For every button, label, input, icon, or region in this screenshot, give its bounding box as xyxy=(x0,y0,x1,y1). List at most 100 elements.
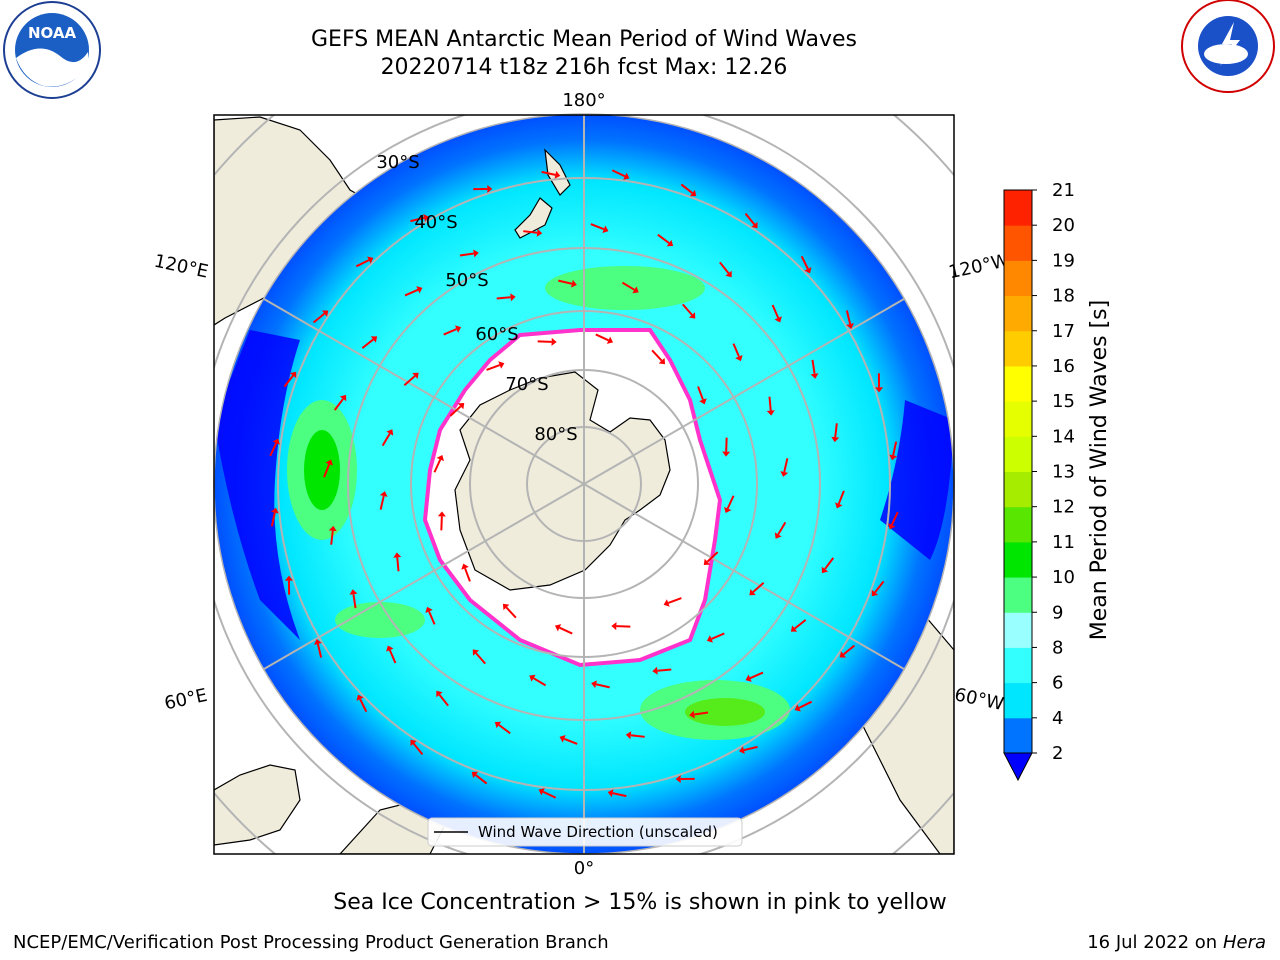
wave-direction-arrowhead xyxy=(889,454,898,461)
colorbar-tick-label: 17 xyxy=(1052,321,1075,342)
wave-direction-arrow xyxy=(744,212,756,226)
wave-direction-arrow xyxy=(396,557,400,572)
colorbar-tick-label: 8 xyxy=(1052,637,1063,658)
colorbar-tick-label: 21 xyxy=(1052,180,1075,201)
wave-direction-arrowhead xyxy=(487,184,493,193)
colorbar-segment xyxy=(1004,541,1032,578)
wave-direction-arrow xyxy=(449,405,462,417)
wave-direction-arrow xyxy=(464,567,471,582)
wave-direction-arrow xyxy=(537,340,552,343)
wave-direction-arrowhead xyxy=(724,506,732,514)
wave-direction-arrow xyxy=(811,359,816,374)
wave-direction-arrow xyxy=(892,441,898,456)
wave-direction-arrow xyxy=(630,734,645,738)
wave-direction-arrow xyxy=(657,668,672,672)
wave-direction-arrowhead xyxy=(538,788,545,796)
colorbar-segment xyxy=(1004,225,1032,261)
wave-direction-arrow xyxy=(352,594,357,609)
land-africa xyxy=(214,764,301,846)
wave-direction-arrow xyxy=(697,386,704,401)
lon-label-120w: 120°W xyxy=(947,250,1011,283)
colorbar-segment xyxy=(1004,717,1032,754)
wave-direction-arrowhead xyxy=(611,622,617,631)
colorbar-tick-label: 9 xyxy=(1052,602,1063,623)
wave-direction-arrow xyxy=(459,252,474,257)
wave-direction-arrowhead xyxy=(689,710,695,719)
wave-direction-arrowhead xyxy=(498,361,505,369)
map-legend: Wind Wave Direction (unscaled) xyxy=(427,817,743,847)
wave-direction-arrow xyxy=(725,437,728,452)
wave-direction-arrow xyxy=(475,652,486,665)
wave-direction-arrowhead xyxy=(571,279,577,288)
wave-direction-arrowhead xyxy=(437,511,446,517)
nws-logo xyxy=(1181,0,1275,93)
wave-direction-arrowhead xyxy=(321,310,329,317)
wave-direction-arrow xyxy=(768,396,772,411)
wave-direction-arrowhead xyxy=(386,429,394,436)
wave-direction-arrow xyxy=(694,711,709,716)
wave-direction-arrow xyxy=(595,333,609,342)
wave-blue-east xyxy=(880,400,954,560)
wave-direction-arrow xyxy=(563,737,578,745)
wave-direction-arrow xyxy=(667,597,682,604)
wave-direction-arrow xyxy=(330,530,334,545)
wave-direction-arrowhead xyxy=(725,270,732,278)
wave-direction-arrow xyxy=(682,303,693,316)
wave-direction-arrow xyxy=(874,580,885,593)
map-legend-label: Wind Wave Direction (unscaled) xyxy=(478,823,718,841)
wave-direction-arrowhead xyxy=(393,552,402,558)
colorbar-tick-label: 19 xyxy=(1052,250,1075,271)
wave-direction-arrow xyxy=(388,649,397,664)
lon-label-60w: 60°W xyxy=(953,684,1006,715)
wave-direction-arrowhead xyxy=(888,523,896,530)
chart-title: GEFS MEAN Antarctic Mean Period of Wind … xyxy=(311,27,857,52)
wave-direction-arrowhead xyxy=(831,436,840,443)
graticule xyxy=(214,115,954,854)
wave-direction-arrowhead xyxy=(871,589,879,597)
wave-direction-arrow xyxy=(834,423,838,438)
colorbar-segment xyxy=(1004,190,1032,226)
wave-direction-arrow xyxy=(845,310,852,325)
wave-direction-arrow xyxy=(621,281,635,291)
wave-direction-arrow xyxy=(333,398,344,411)
wave-direction-arrow xyxy=(680,183,693,194)
wave-direction-arrowhead xyxy=(751,221,758,229)
wave-direction-arrowhead xyxy=(554,170,561,179)
colorbar-tick-label: 10 xyxy=(1052,567,1075,588)
wave-direction-arrow xyxy=(475,774,488,785)
wave-direction-arrow xyxy=(523,230,538,234)
wave-direction-arrow xyxy=(590,223,605,231)
wave-direction-arrow xyxy=(616,625,631,628)
wave-direction-arrowhead xyxy=(436,454,444,462)
wave-direction-arrowhead xyxy=(675,775,681,784)
colorbar-tick-label: 13 xyxy=(1052,462,1075,483)
wave-direction-arrowhead xyxy=(423,213,429,222)
wave-direction-arrow xyxy=(732,343,740,357)
wave-direction-arrow xyxy=(752,582,765,593)
wind-wave-arrows xyxy=(269,169,899,799)
wave-direction-arrowhead xyxy=(766,410,775,416)
colorbar-segment xyxy=(1004,506,1032,543)
wave-direction-arrowhead xyxy=(607,789,614,798)
wave-direction-arrow xyxy=(269,442,278,457)
colorbar-label: Mean Period of Wind Waves [s] xyxy=(1087,300,1112,640)
wave-green-patch-north xyxy=(545,266,705,310)
wave-direction-arrow xyxy=(404,288,419,297)
wave-direction-arrow xyxy=(706,551,719,563)
wave-direction-arrowhead xyxy=(699,398,707,405)
noaa-logo: NOAA xyxy=(3,1,101,99)
wave-direction-arrowhead xyxy=(349,589,358,595)
colorbar-segment xyxy=(1004,260,1032,297)
wave-direction-arrow xyxy=(837,490,845,505)
wave-direction-arrow xyxy=(749,671,764,680)
wave-direction-arrowhead xyxy=(739,746,745,755)
wave-direction-arrowhead xyxy=(461,563,469,570)
wave-green-patch-sw xyxy=(335,602,425,638)
lon-label-180: 180° xyxy=(562,90,605,111)
wave-direction-arrow xyxy=(428,611,436,625)
wave-direction-arrowhead xyxy=(425,606,433,614)
wave-direction-arrow xyxy=(657,233,670,244)
wave-direction-arrowhead xyxy=(313,639,322,645)
map-frame xyxy=(213,114,955,855)
